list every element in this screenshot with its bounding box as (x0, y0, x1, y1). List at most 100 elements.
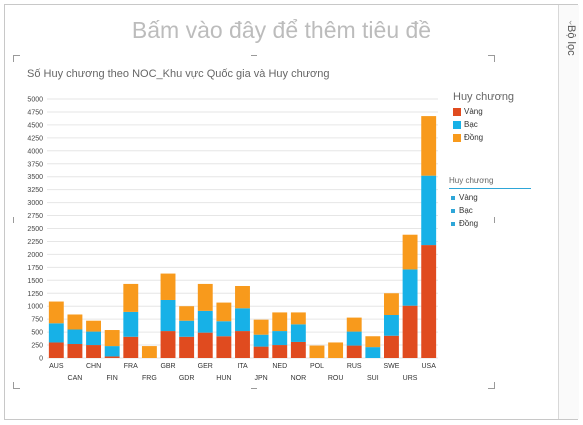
x-tick-label: SWE (383, 363, 399, 370)
y-tick-label: 2500 (27, 226, 43, 233)
x-tick-label: JPN (255, 375, 268, 382)
bar-jpn-series-1[interactable] (253, 334, 269, 347)
bar-usa-series-1[interactable] (421, 175, 437, 246)
tile-filter-item[interactable]: Vàng (449, 193, 531, 202)
bar-ned-series-0[interactable] (272, 345, 288, 358)
bar-jpn-series-0[interactable] (253, 346, 269, 358)
resize-handle-top-right[interactable] (488, 55, 495, 62)
bar-fra-series-1[interactable] (123, 311, 139, 337)
y-tick-label: 2000 (27, 252, 43, 259)
bar-can-series-2[interactable] (67, 314, 83, 330)
x-tick-label: FRG (142, 375, 157, 382)
legend-item-dong[interactable]: Đồng (453, 133, 483, 142)
bar-aus-series-0[interactable] (48, 342, 64, 358)
bar-aus-series-1[interactable] (48, 323, 64, 343)
bar-ned-series-1[interactable] (272, 331, 288, 346)
resize-handle-bottom[interactable] (251, 388, 257, 389)
bar-ita-series-0[interactable] (235, 331, 250, 358)
bar-gdr-series-2[interactable] (179, 306, 195, 321)
bar-urs-series-0[interactable] (402, 305, 418, 358)
bar-urs-series-1[interactable] (402, 269, 418, 306)
y-tick-label: 4000 (27, 148, 43, 155)
bar-rus-series-2[interactable] (346, 317, 362, 332)
bar-chn-series-1[interactable] (86, 331, 101, 346)
bar-ita-series-1[interactable] (235, 308, 250, 332)
bar-hun-series-2[interactable] (216, 302, 232, 322)
filters-pane[interactable]: ‹ Bộ lọc (558, 5, 579, 419)
resize-handle-bottom-right[interactable] (488, 382, 495, 389)
bar-swe-series-1[interactable] (384, 315, 399, 336)
bar-nor-series-0[interactable] (290, 341, 306, 358)
x-tick-label: NOR (291, 375, 307, 382)
x-tick-label: GBR (160, 363, 175, 370)
bar-hun-series-1[interactable] (216, 321, 232, 337)
x-tick-label: GDR (179, 375, 195, 382)
bar-can-series-0[interactable] (67, 344, 83, 358)
bullet-icon (451, 208, 455, 213)
resize-handle-top[interactable] (251, 55, 257, 56)
x-tick-label: CHN (86, 363, 101, 370)
bar-usa-series-0[interactable] (421, 245, 437, 358)
y-tick-label: 4750 (27, 109, 43, 116)
bar-gdr-series-1[interactable] (179, 320, 195, 337)
y-tick-label: 500 (31, 330, 43, 337)
legend-swatch-dong (453, 133, 461, 142)
bar-swe-series-0[interactable] (384, 335, 399, 358)
filters-label[interactable]: Bộ lọc (565, 25, 577, 56)
bar-fin-series-0[interactable] (104, 356, 120, 358)
bar-fra-series-0[interactable] (123, 336, 139, 358)
bar-ger-series-0[interactable] (197, 332, 213, 358)
legend-label: Đồng (464, 133, 484, 142)
chart-title: Số Huy chương theo NOC_Khu vực Quốc gia … (27, 68, 330, 80)
bar-sui-series-2[interactable] (365, 336, 381, 348)
y-tick-label: 750 (31, 317, 43, 324)
legend-label: Bạc (464, 120, 478, 129)
bar-chn-series-0[interactable] (86, 345, 101, 358)
legend-item-vang[interactable]: Vàng (453, 107, 483, 116)
bar-ger-series-1[interactable] (197, 310, 213, 333)
bar-gdr-series-0[interactable] (179, 336, 195, 358)
resize-handle-bottom-left[interactable] (13, 382, 20, 389)
legend-item-bac[interactable]: Bạc (453, 120, 478, 129)
bar-pol-series-2[interactable] (309, 345, 325, 358)
chevron-left-icon[interactable]: ‹ (569, 17, 572, 27)
bar-nor-series-1[interactable] (290, 324, 306, 342)
x-tick-label: NED (272, 363, 287, 370)
page-title[interactable]: Bấm vào đây để thêm tiêu đề (131, 17, 432, 43)
bar-gbr-series-2[interactable] (160, 273, 176, 300)
bar-rus-series-1[interactable] (346, 331, 362, 346)
bar-usa-series-2[interactable] (421, 116, 437, 176)
bar-fin-series-2[interactable] (104, 330, 120, 347)
bar-ita-series-2[interactable] (235, 285, 250, 309)
legend-swatch-vang (453, 107, 461, 116)
bullet-icon (451, 221, 455, 226)
bar-nor-series-2[interactable] (290, 312, 306, 325)
bar-sui-series-1[interactable] (365, 347, 381, 358)
bar-gbr-series-1[interactable] (160, 299, 176, 332)
bar-hun-series-0[interactable] (216, 336, 232, 358)
resize-handle-left[interactable] (13, 217, 14, 223)
resize-handle-right[interactable] (494, 217, 495, 223)
tile-filter-item[interactable]: Bạc (449, 206, 531, 215)
bar-aus-series-2[interactable] (48, 301, 64, 324)
bar-chn-series-2[interactable] (86, 320, 101, 332)
bar-gbr-series-0[interactable] (160, 331, 176, 358)
bar-urs-series-2[interactable] (402, 234, 418, 270)
bar-fra-series-2[interactable] (123, 283, 139, 312)
bar-can-series-1[interactable] (67, 329, 83, 345)
y-tick-label: 2750 (27, 213, 43, 220)
bar-frg-series-2[interactable] (141, 346, 157, 358)
bar-ger-series-2[interactable] (197, 283, 213, 311)
bar-rou-series-2[interactable] (328, 342, 344, 358)
tile-filter-item[interactable]: Đồng (449, 219, 531, 228)
bar-ned-series-2[interactable] (272, 312, 288, 332)
resize-handle-top-left[interactable] (13, 55, 20, 62)
x-tick-label: HUN (216, 375, 231, 382)
y-tick-label: 2250 (27, 239, 43, 246)
tile-filter-label: Bạc (459, 206, 473, 215)
bar-rus-series-0[interactable] (346, 345, 362, 358)
bar-swe-series-2[interactable] (384, 293, 399, 316)
bar-jpn-series-2[interactable] (253, 319, 269, 335)
bullet-icon (451, 195, 455, 200)
bar-fin-series-1[interactable] (104, 346, 120, 357)
